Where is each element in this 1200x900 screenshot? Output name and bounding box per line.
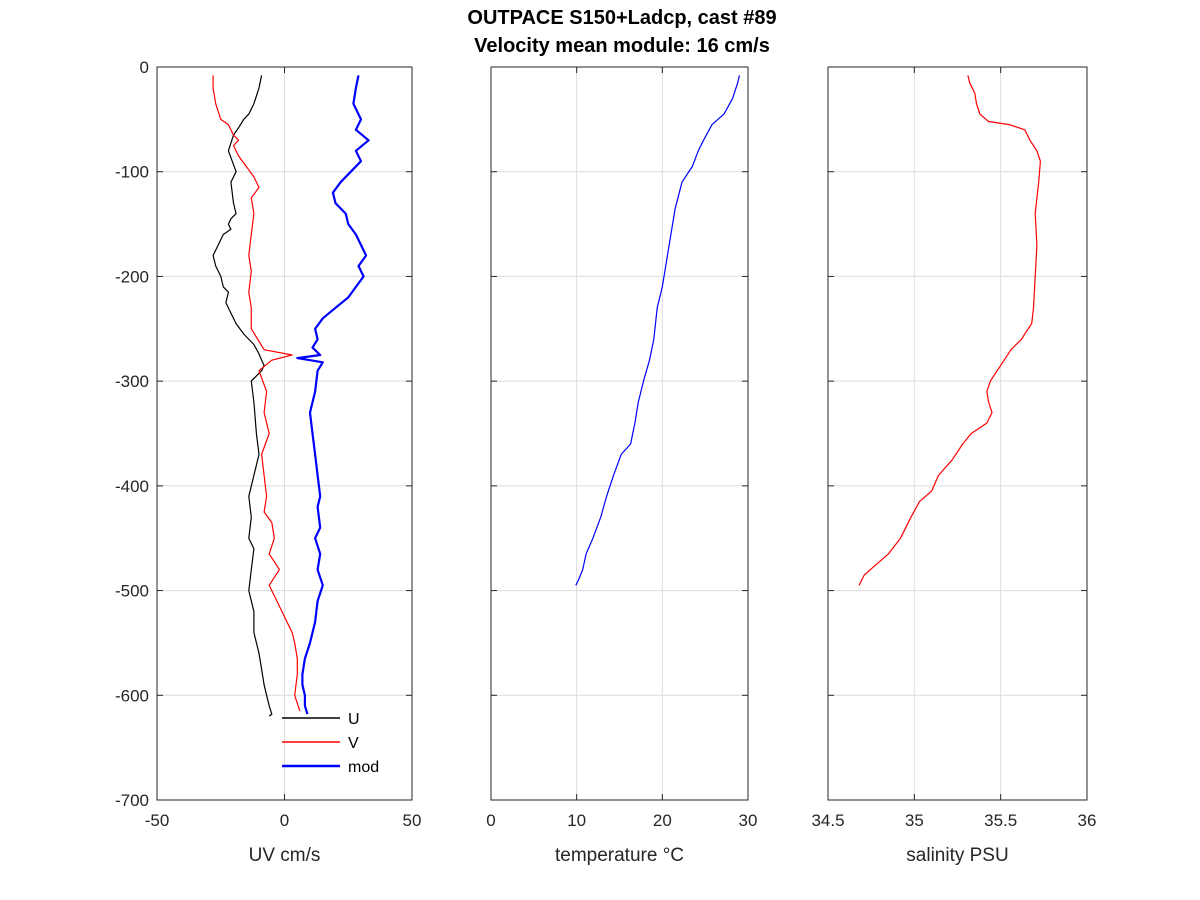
temperature-panel: 0 10 20 30 temperature °C xyxy=(486,66,758,866)
series-line-1 xyxy=(575,75,740,586)
x-tick-label: 20 xyxy=(653,811,672,830)
plot-area xyxy=(491,67,748,800)
x-tick-label: -50 xyxy=(145,811,170,830)
figure-title-line2: Velocity mean module: 16 cm/s xyxy=(474,35,770,57)
series-line-v xyxy=(212,75,301,712)
y-tick-label: -600 xyxy=(115,686,149,705)
salinity-panel: 34.5 35 35.5 36 salinity PSU xyxy=(811,66,1097,866)
series-line-mod xyxy=(296,75,370,715)
x-tick-label: 10 xyxy=(567,811,586,830)
x-tick-label: 34.5 xyxy=(811,811,844,830)
x-axis-label: UV cm/s xyxy=(249,845,321,866)
x-tick-label: 50 xyxy=(403,811,422,830)
y-tick-label: -200 xyxy=(115,267,149,286)
axes-box xyxy=(827,66,1088,801)
x-tick-label: 30 xyxy=(739,811,758,830)
plot-area xyxy=(828,67,1087,800)
x-tick-label: 35 xyxy=(905,811,924,830)
x-axis-label: temperature °C xyxy=(555,845,684,866)
legend-label-mod: mod xyxy=(348,759,379,776)
series-line-2 xyxy=(858,75,1042,586)
x-tick-label: 0 xyxy=(486,811,495,830)
y-tick-label: 0 xyxy=(140,58,149,77)
y-tick-label: -100 xyxy=(115,163,149,182)
y-tick-label: -700 xyxy=(115,791,149,810)
figure-title-line1: OUTPACE S150+Ladcp, cast #89 xyxy=(467,7,776,29)
legend: U V mod xyxy=(282,711,379,776)
y-tick-label: -300 xyxy=(115,372,149,391)
axes-box xyxy=(490,66,749,801)
x-tick-label: 35.5 xyxy=(984,811,1017,830)
x-tick-label: 0 xyxy=(280,811,289,830)
y-tick-label: -400 xyxy=(115,477,149,496)
x-tick-label: 36 xyxy=(1078,811,1097,830)
legend-label-v: V xyxy=(348,735,359,752)
x-axis-label: salinity PSU xyxy=(906,845,1008,866)
legend-label-u: U xyxy=(348,711,360,728)
series-line-u xyxy=(212,75,273,717)
y-tick-label: -500 xyxy=(115,582,149,601)
